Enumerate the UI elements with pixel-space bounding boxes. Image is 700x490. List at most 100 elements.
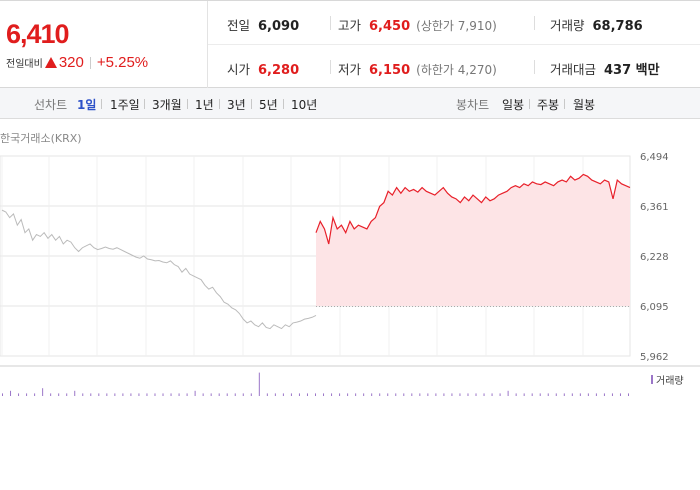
volume-bar <box>403 393 405 396</box>
tab-daily-candle[interactable]: 일봉 <box>502 98 525 112</box>
volume-bar <box>363 393 365 396</box>
volume-bar <box>563 393 565 396</box>
volume-legend: 거래량 <box>651 372 684 387</box>
divider <box>208 44 700 45</box>
divider <box>89 56 91 69</box>
volume-bar <box>427 393 429 396</box>
volume-bar <box>628 393 629 396</box>
volume-bar <box>146 393 148 396</box>
volume-bar <box>250 393 252 396</box>
trade-value: 437 백만 <box>604 63 660 78</box>
divider <box>219 99 220 109</box>
tab-1-week[interactable]: 1주일 <box>110 98 140 112</box>
low-value: 6,150 <box>369 63 411 78</box>
open-label: 시가 <box>227 62 251 77</box>
low-cell: 저가 6,150 (하한가 4,270) <box>338 59 497 78</box>
volume-bar <box>587 393 589 396</box>
tab-3-years[interactable]: 3년 <box>227 98 246 112</box>
divider <box>101 99 102 109</box>
volume-bar <box>547 393 549 396</box>
volume-bar <box>619 393 621 396</box>
volume-bar <box>475 393 477 396</box>
volume-bar <box>202 393 204 396</box>
volume-bar <box>266 393 268 396</box>
trade-value-label: 거래대금 <box>550 62 597 77</box>
high-cell: 고가 6,450 (상한가 7,910) <box>338 15 497 34</box>
volume-bar <box>98 393 100 396</box>
volume-bar <box>234 393 236 396</box>
y-tick-label: 5,962 <box>640 352 669 363</box>
volume-bar <box>467 393 469 396</box>
volume-bar <box>435 393 437 396</box>
tab-3-months[interactable]: 3개월 <box>152 98 182 112</box>
volume-legend-label: 거래량 <box>656 376 684 387</box>
volume-bar <box>451 393 453 396</box>
volume-bar <box>507 390 509 396</box>
volume-swatch <box>651 375 653 384</box>
high-value: 6,450 <box>369 19 411 34</box>
volume-bar <box>331 393 333 396</box>
open-value: 6,280 <box>258 63 300 78</box>
volume-bar <box>10 390 12 396</box>
tab-monthly-candle[interactable]: 월봉 <box>573 98 596 112</box>
tab-1-year[interactable]: 1년 <box>195 98 214 112</box>
price-line <box>315 173 631 245</box>
volume-bar <box>242 393 244 396</box>
prev-close-value: 6,090 <box>258 19 300 34</box>
volume-bar <box>186 393 188 396</box>
volume-bar <box>114 393 116 396</box>
volume-bar <box>483 393 485 396</box>
volume-bar <box>282 393 284 396</box>
divider <box>187 99 188 109</box>
volume-bar <box>290 393 292 396</box>
line-chart-label: 선차트 <box>34 98 68 112</box>
volume-bar <box>26 393 28 396</box>
volume-bar <box>523 393 525 396</box>
volume-bar <box>603 393 605 396</box>
volume-bar <box>170 393 172 396</box>
y-tick-label: 6,095 <box>640 302 669 313</box>
divider <box>534 60 535 74</box>
divider <box>251 99 252 109</box>
volume-bar <box>226 393 228 396</box>
volume-bar <box>298 393 300 396</box>
volume-bar <box>379 393 381 396</box>
y-tick-label: 6,228 <box>640 252 669 263</box>
prev-close-cell: 전일 6,090 <box>227 15 299 34</box>
volume-bar <box>50 393 52 396</box>
volume-bar <box>106 393 108 396</box>
divider <box>330 16 331 30</box>
volume-bar <box>74 390 76 396</box>
tab-weekly-candle[interactable]: 주봉 <box>537 98 560 112</box>
price-box: 6,410 전일대비 320 +5.25% <box>0 1 208 88</box>
tab-10-years[interactable]: 10년 <box>291 98 318 112</box>
tab-5-years[interactable]: 5년 <box>259 98 278 112</box>
divider <box>330 60 331 74</box>
volume-bar <box>571 393 573 396</box>
volume-bar <box>555 393 557 396</box>
volume-bar <box>499 393 501 396</box>
volume-bar <box>178 393 180 396</box>
high-label: 고가 <box>338 18 362 33</box>
volume-bar <box>491 393 493 396</box>
volume-label: 거래량 <box>550 18 585 33</box>
chart-period-tabs: 선차트 1일 1주일 3개월 1년 3년 5년 10년 봉차트 일봉 주봉 월봉 <box>0 88 700 119</box>
quote-summary: 6,410 전일대비 320 +5.25% 전일 6,090 고가 6,450 … <box>0 0 700 88</box>
volume-bar <box>34 393 36 396</box>
volume-bar <box>306 393 308 396</box>
y-tick-label: 6,361 <box>640 202 669 213</box>
volume-bar <box>579 393 581 396</box>
volume-bar <box>323 393 325 396</box>
low-label: 저가 <box>338 62 362 77</box>
volume-bar <box>18 393 20 396</box>
volume-bar <box>459 393 461 396</box>
volume-bar <box>130 393 132 396</box>
volume-bar <box>42 388 44 396</box>
tab-1-day[interactable]: 1일 <box>77 98 97 112</box>
volume-bar <box>154 393 156 396</box>
up-triangle-icon <box>44 57 57 68</box>
volume-bar <box>82 393 84 396</box>
change-label: 전일대비 <box>6 59 43 70</box>
volume-bar <box>411 393 413 396</box>
divider <box>144 99 145 109</box>
